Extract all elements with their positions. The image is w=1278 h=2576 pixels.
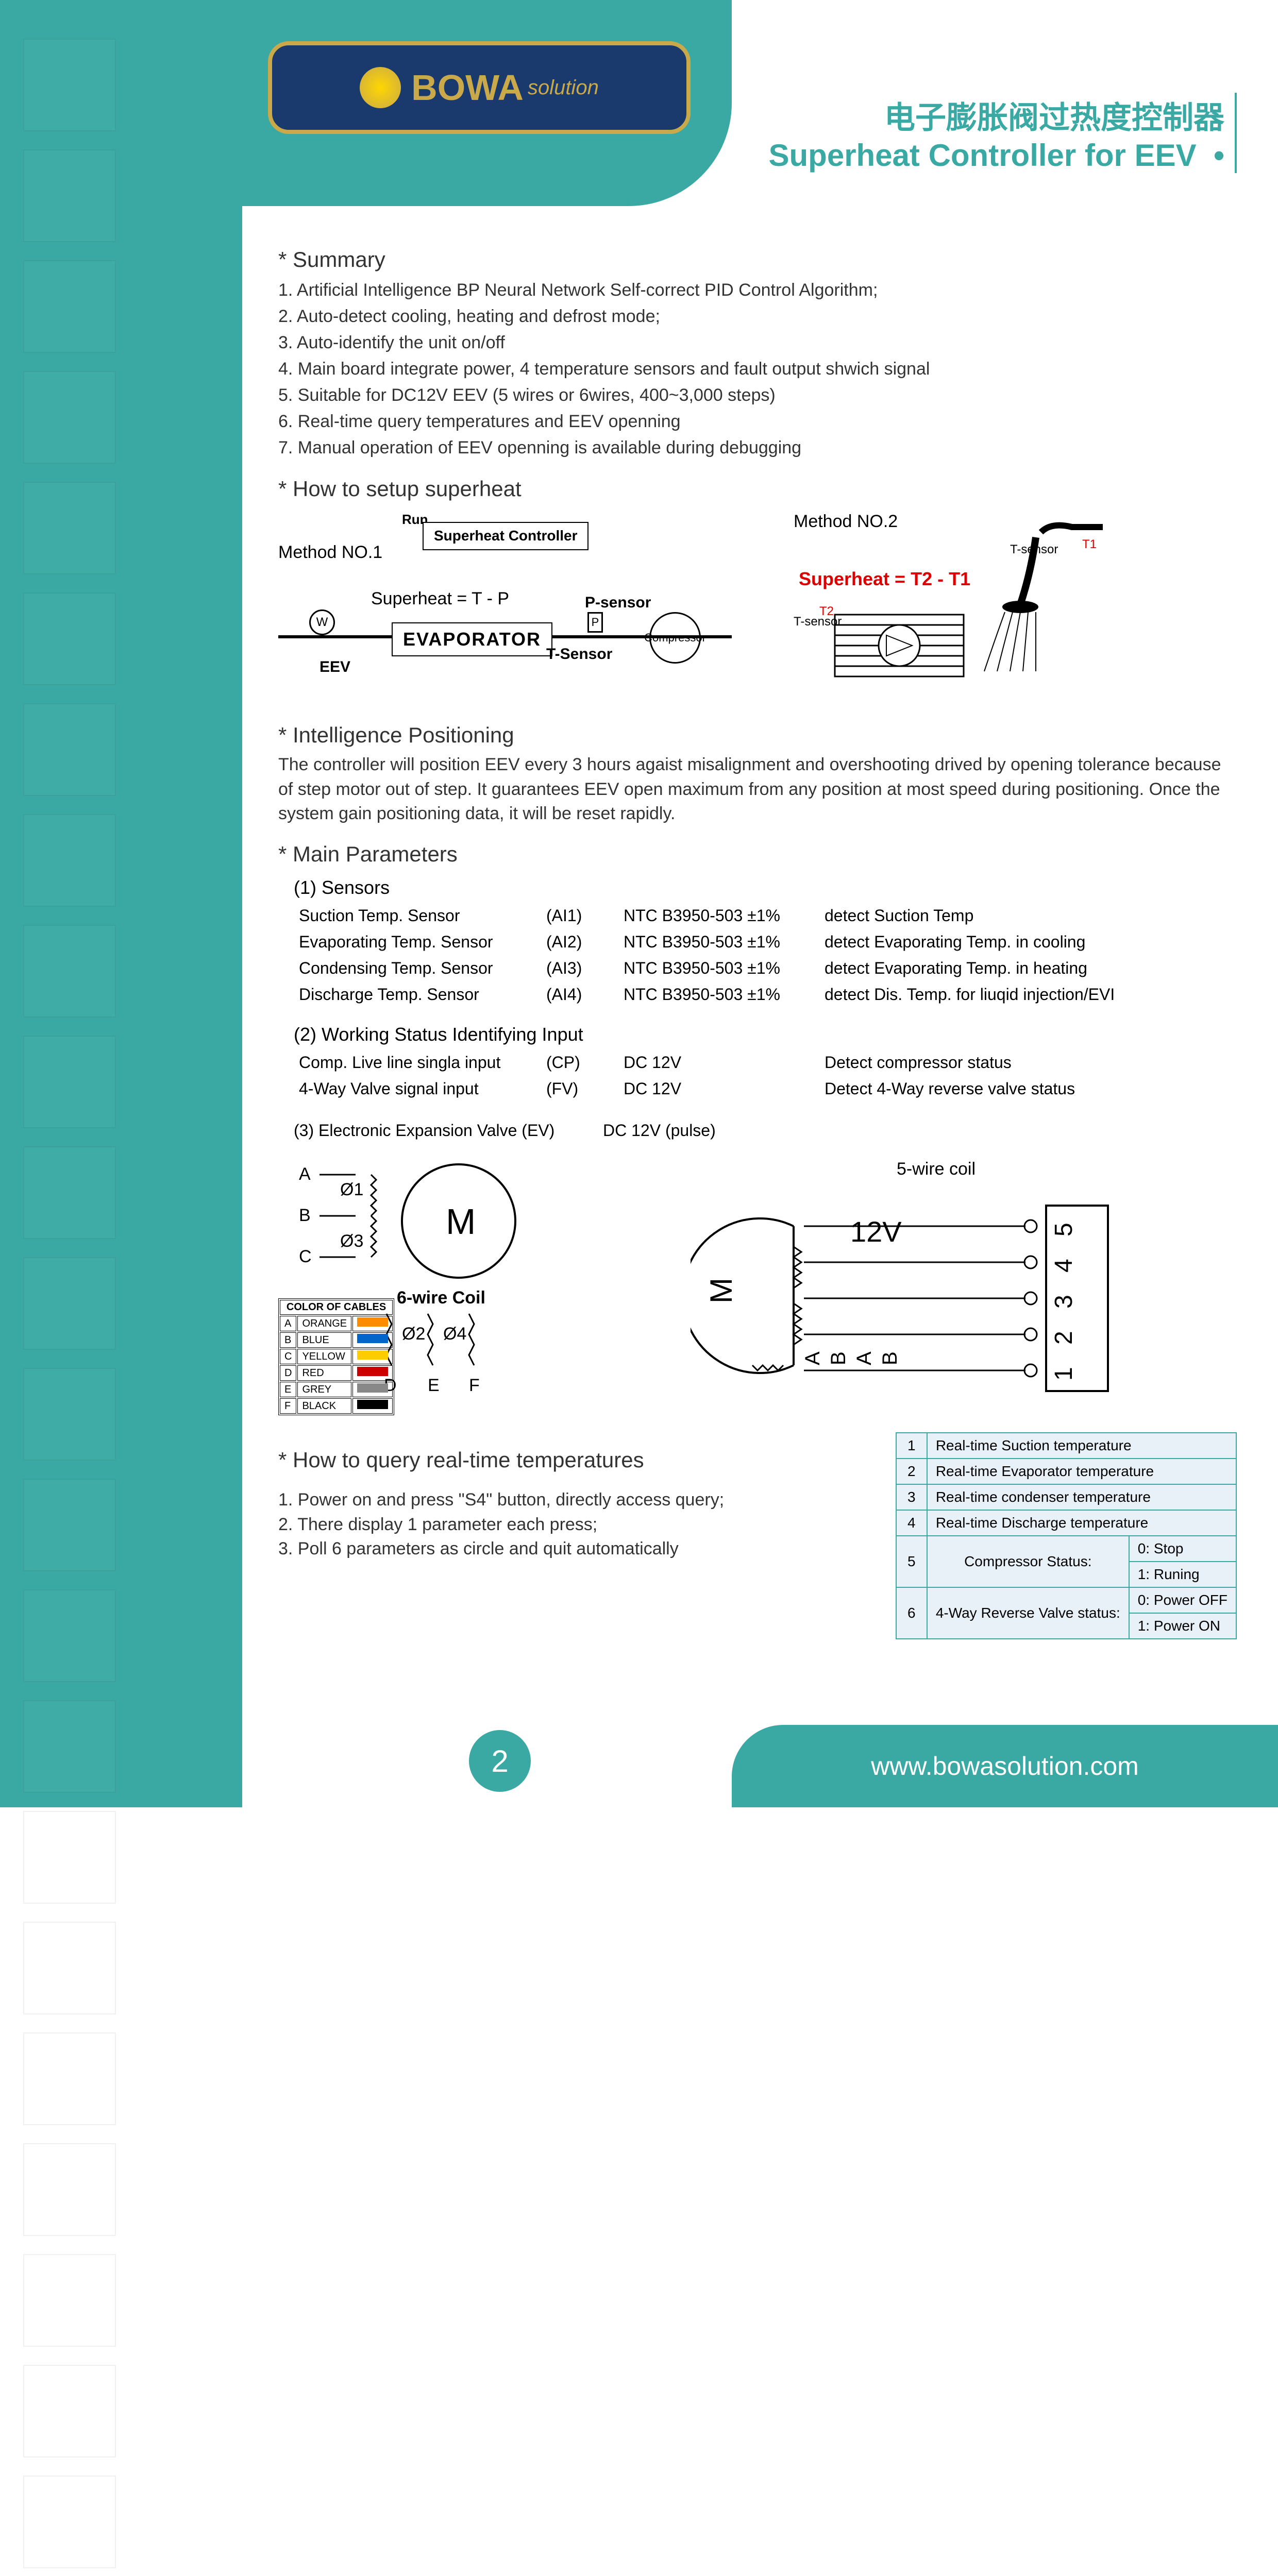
p-box: P (587, 612, 603, 633)
summary-item: 4. Main board integrate power, 4 tempera… (278, 356, 1237, 382)
brand-suffix: solution (528, 76, 599, 99)
svg-text:C: C (299, 1247, 312, 1266)
swatch-blue (357, 1334, 388, 1343)
svg-text:4: 4 (1050, 1259, 1078, 1273)
eev-row: (3) Electronic Expansion Valve (EV) DC 1… (294, 1117, 1237, 1144)
working-row: Comp. Live line singla input (CP) DC 12V… (299, 1049, 1237, 1076)
svg-text:Ø1: Ø1 (340, 1180, 363, 1199)
positioning-heading: * Intelligence Positioning (278, 723, 1237, 748)
sensor-row: Evaporating Temp. Sensor (AI2) NTC B3950… (299, 929, 1237, 955)
query-steps: 1. Power on and press "S4" button, direc… (278, 1488, 865, 1562)
swatch-grey (357, 1383, 388, 1393)
brand-name: BOWA (411, 67, 524, 108)
method2-svg (783, 512, 1144, 687)
swatch-black (357, 1400, 388, 1409)
evaporator-box: EVAPORATOR (392, 622, 552, 656)
svg-text:A: A (299, 1164, 311, 1184)
swatch-red (357, 1367, 388, 1376)
sensors-subheading: (1) Sensors (294, 877, 1237, 899)
summary-item: 5. Suitable for DC12V EEV (5 wires or 6w… (278, 382, 1237, 409)
title-chinese: 电子膨胀阀过热度控制器 (769, 93, 1225, 138)
svg-text:5: 5 (1050, 1223, 1078, 1236)
svg-text:6-wire Coil: 6-wire Coil (397, 1288, 485, 1308)
sensor-row: Discharge Temp. Sensor (AI4) NTC B3950-5… (299, 981, 1237, 1008)
summary-item: 7. Manual operation of EEV openning is a… (278, 435, 1237, 461)
svg-text:B: B (299, 1206, 311, 1225)
working-subheading: (2) Working Status Identifying Input (294, 1024, 1237, 1045)
sensor-row: Suction Temp. Sensor (AI1) NTC B3950-503… (299, 903, 1237, 929)
svg-text:B: B (879, 1351, 901, 1365)
sensors-table: Suction Temp. Sensor (AI1) NTC B3950-503… (299, 903, 1237, 1008)
svg-text:Ø3: Ø3 (340, 1231, 363, 1251)
positioning-text: The controller will position EEV every 3… (278, 753, 1237, 826)
svg-text:F: F (469, 1376, 480, 1395)
svg-text:Ø4: Ø4 (443, 1324, 466, 1344)
svg-text:12V: 12V (850, 1215, 902, 1248)
svg-text:M: M (446, 1201, 476, 1242)
title-english: Superheat Controller for EEV • (769, 138, 1225, 173)
sidebar-tech-drawings (0, 0, 242, 2576)
setup-heading: * How to setup superheat (278, 477, 1237, 501)
svg-text:Ø2: Ø2 (402, 1324, 425, 1344)
compressor-circle: Compressor (649, 612, 701, 664)
logo-container: BOWA solution (268, 41, 691, 134)
five-wire-svg: M 12V A B A B 5 4 3 2 1 (691, 1175, 1154, 1396)
query-parameters-table: 1Real-time Suction temperature 2Real-tim… (896, 1432, 1237, 1639)
coil-diagrams: A B C Ø1 Ø3 M 6-wire Coil Ø2 Ø4 D E F CO… (278, 1154, 1237, 1422)
working-table: Comp. Live line singla input (CP) DC 12V… (299, 1049, 1237, 1102)
page-number: 2 (469, 1730, 531, 1792)
footer-url: www.bowasolution.com (871, 1751, 1139, 1781)
svg-text:2: 2 (1050, 1331, 1078, 1345)
footer-bar: www.bowasolution.com (732, 1725, 1278, 1807)
eev-label: EEV (320, 658, 350, 676)
svg-text:A: A (801, 1351, 824, 1365)
summary-item: 3. Auto-identify the unit on/off (278, 330, 1237, 356)
formula1: Superheat = T - P (371, 589, 509, 609)
psensor-label: P-sensor (585, 594, 651, 612)
query-section: * How to query real-time temperatures 1.… (278, 1432, 1237, 1639)
svg-text:A: A (853, 1351, 876, 1365)
controller-box: Superheat Controller (423, 522, 588, 550)
setup-diagram: Method NO.1 Run Superheat Controller Sup… (278, 512, 1237, 707)
svg-text:3: 3 (1050, 1295, 1078, 1309)
tsensor-label: T-Sensor (546, 646, 612, 663)
svg-text:B: B (827, 1351, 850, 1365)
summary-item: 6. Real-time query temperatures and EEV … (278, 409, 1237, 435)
summary-heading: * Summary (278, 247, 1237, 272)
swatch-yellow (357, 1350, 388, 1360)
cable-color-table: COLOR OF CABLES AORANGE BBLUE CYELLOW DR… (278, 1298, 394, 1415)
sidebar-panel (0, 0, 242, 1807)
working-row: 4-Way Valve signal input (FV) DC 12V Det… (299, 1076, 1237, 1102)
summary-item: 2. Auto-detect cooling, heating and defr… (278, 303, 1237, 330)
main-content: * Summary 1. Artificial Intelligence BP … (278, 232, 1237, 1639)
logo-medal-icon (360, 67, 401, 108)
svg-text:M: M (704, 1278, 738, 1303)
document-title: 电子膨胀阀过热度控制器 Superheat Controller for EEV… (769, 93, 1237, 173)
summary-list: 1. Artificial Intelligence BP Neural Net… (278, 277, 1237, 461)
parameters-heading: * Main Parameters (278, 842, 1237, 867)
summary-item: 1. Artificial Intelligence BP Neural Net… (278, 277, 1237, 303)
query-heading: * How to query real-time temperatures (278, 1448, 865, 1472)
sensor-row: Condensing Temp. Sensor (AI3) NTC B3950-… (299, 955, 1237, 981)
method1-label: Method NO.1 (278, 543, 382, 563)
svg-text:E: E (428, 1376, 440, 1395)
svg-text:1: 1 (1050, 1367, 1078, 1381)
w-node: W (309, 609, 335, 635)
swatch-orange (357, 1317, 388, 1327)
